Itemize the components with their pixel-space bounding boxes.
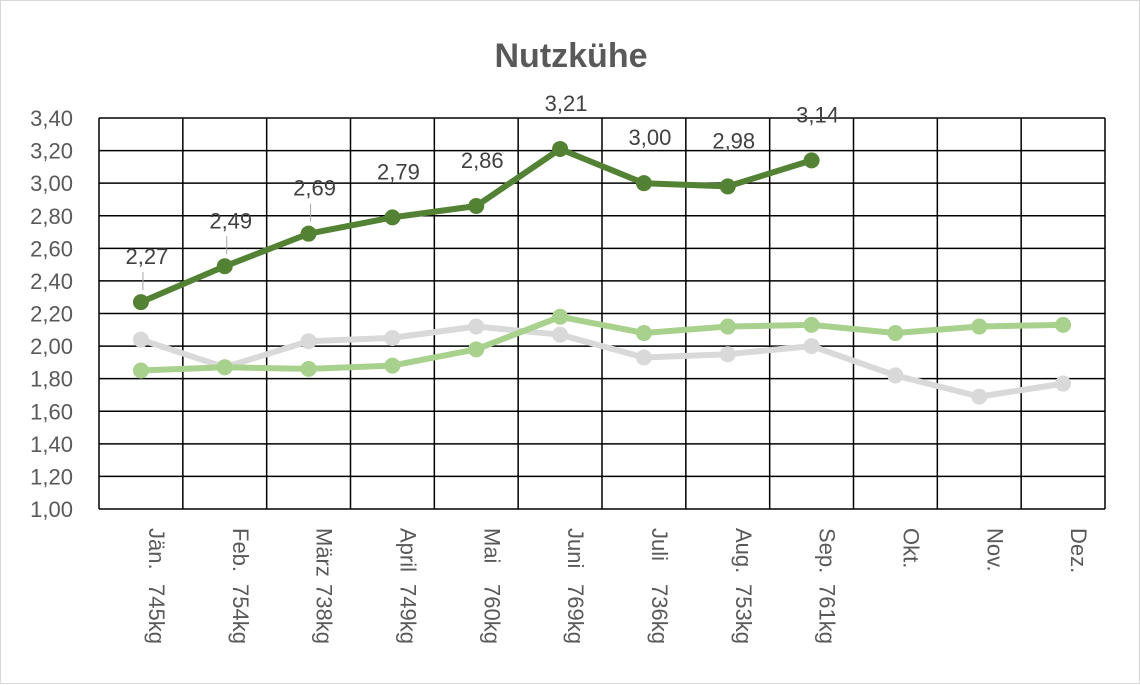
data-point: [384, 357, 401, 374]
data-point: [719, 346, 736, 363]
y-tick-label: 2,60: [30, 236, 73, 261]
data-point: [132, 331, 149, 348]
plot-grid: [98, 117, 1106, 510]
y-tick-label: 1,20: [30, 464, 73, 489]
x-tick-label: Mai: [479, 528, 504, 563]
data-point: [635, 349, 652, 366]
data-label: 2,49: [209, 208, 252, 233]
data-label: 2,69: [293, 176, 336, 201]
x-tick-label-weight: 749kg: [395, 584, 420, 644]
data-point: [300, 360, 317, 377]
y-tick-label: 2,40: [30, 269, 73, 294]
data-label: 3,21: [545, 91, 588, 116]
data-point: [971, 318, 988, 335]
x-tick-label-weight: 745kg: [144, 584, 169, 644]
data-point: [719, 178, 736, 195]
data-point: [635, 325, 652, 342]
x-tick-label-weight: 754kg: [228, 584, 253, 644]
data-point: [132, 294, 149, 311]
data-point: [1055, 316, 1072, 333]
series-lines: [132, 140, 1072, 405]
y-tick-label: 2,20: [30, 302, 73, 327]
y-tick-label: 2,80: [30, 204, 73, 229]
data-point: [216, 359, 233, 376]
x-axis: Jän. 745kg Feb. 754kg März 738kg April 749kg Mai…: [144, 528, 1091, 644]
y-tick-label: 1,40: [30, 432, 73, 457]
data-point: [803, 152, 820, 169]
x-tick-label-weight: 738kg: [312, 584, 337, 644]
data-labels: 2,27 2,49 2,69 2,79 2,86 3,21 3,00 2,98 3,14: [126, 91, 839, 291]
data-point: [803, 316, 820, 333]
data-label: 3,00: [629, 125, 672, 150]
series-line-0: [137, 323, 1067, 400]
series-line-1: [137, 313, 1067, 374]
y-tick-label: 1,80: [30, 367, 73, 392]
x-tick-label: Dez.: [1066, 528, 1091, 573]
x-tick-label: Juni: [563, 528, 588, 568]
data-point: [552, 140, 569, 157]
data-label: 2,79: [377, 159, 420, 184]
x-tick-label: März: [312, 528, 337, 577]
x-tick-label: Okt.: [898, 528, 923, 568]
x-tick-label: Jän.: [144, 528, 169, 570]
x-tick-label: Feb.: [228, 528, 253, 572]
data-label: 2,98: [712, 128, 755, 153]
data-point: [384, 329, 401, 346]
data-point: [468, 318, 485, 335]
data-label: 3,14: [796, 102, 839, 127]
x-tick-label-weight: 753kg: [731, 584, 756, 644]
data-point: [887, 367, 904, 384]
data-point: [552, 326, 569, 343]
data-label: 2,27: [126, 244, 169, 269]
x-tick-label-weight: 760kg: [479, 584, 504, 644]
y-tick-label: 2,00: [30, 334, 73, 359]
data-point: [635, 175, 652, 192]
data-label: 2,86: [461, 148, 504, 173]
x-tick-label-weight: 761kg: [815, 584, 840, 644]
data-point: [468, 341, 485, 358]
x-tick-label: Juli: [647, 528, 672, 561]
data-point: [971, 388, 988, 405]
x-tick-label: April: [395, 528, 420, 572]
data-point: [216, 258, 233, 275]
data-point: [300, 333, 317, 350]
data-point: [719, 318, 736, 335]
y-tick-label: 3,20: [30, 139, 73, 164]
data-point: [552, 308, 569, 325]
x-tick-label: Aug.: [731, 528, 756, 573]
y-tick-label: 3,00: [30, 171, 73, 196]
data-point: [132, 362, 149, 379]
data-point: [468, 197, 485, 214]
y-axis: 1,00 1,20 1,40 1,60 1,80 2,00 2,20 2,40 2,60 2,80…: [30, 106, 73, 522]
y-tick-label: 3,40: [30, 106, 73, 131]
chart-title: Nutzkühe: [495, 37, 648, 75]
x-tick-label-weight: 736kg: [647, 584, 672, 644]
data-point: [384, 209, 401, 226]
data-point: [803, 338, 820, 355]
data-point: [300, 225, 317, 242]
x-tick-label-weight: 769kg: [563, 584, 588, 644]
data-point: [887, 325, 904, 342]
data-point: [1055, 375, 1072, 392]
y-tick-label: 1,00: [30, 497, 73, 522]
x-tick-label: Nov.: [982, 528, 1007, 572]
y-tick-label: 1,60: [30, 399, 73, 424]
x-tick-label: Sep.: [815, 528, 840, 573]
